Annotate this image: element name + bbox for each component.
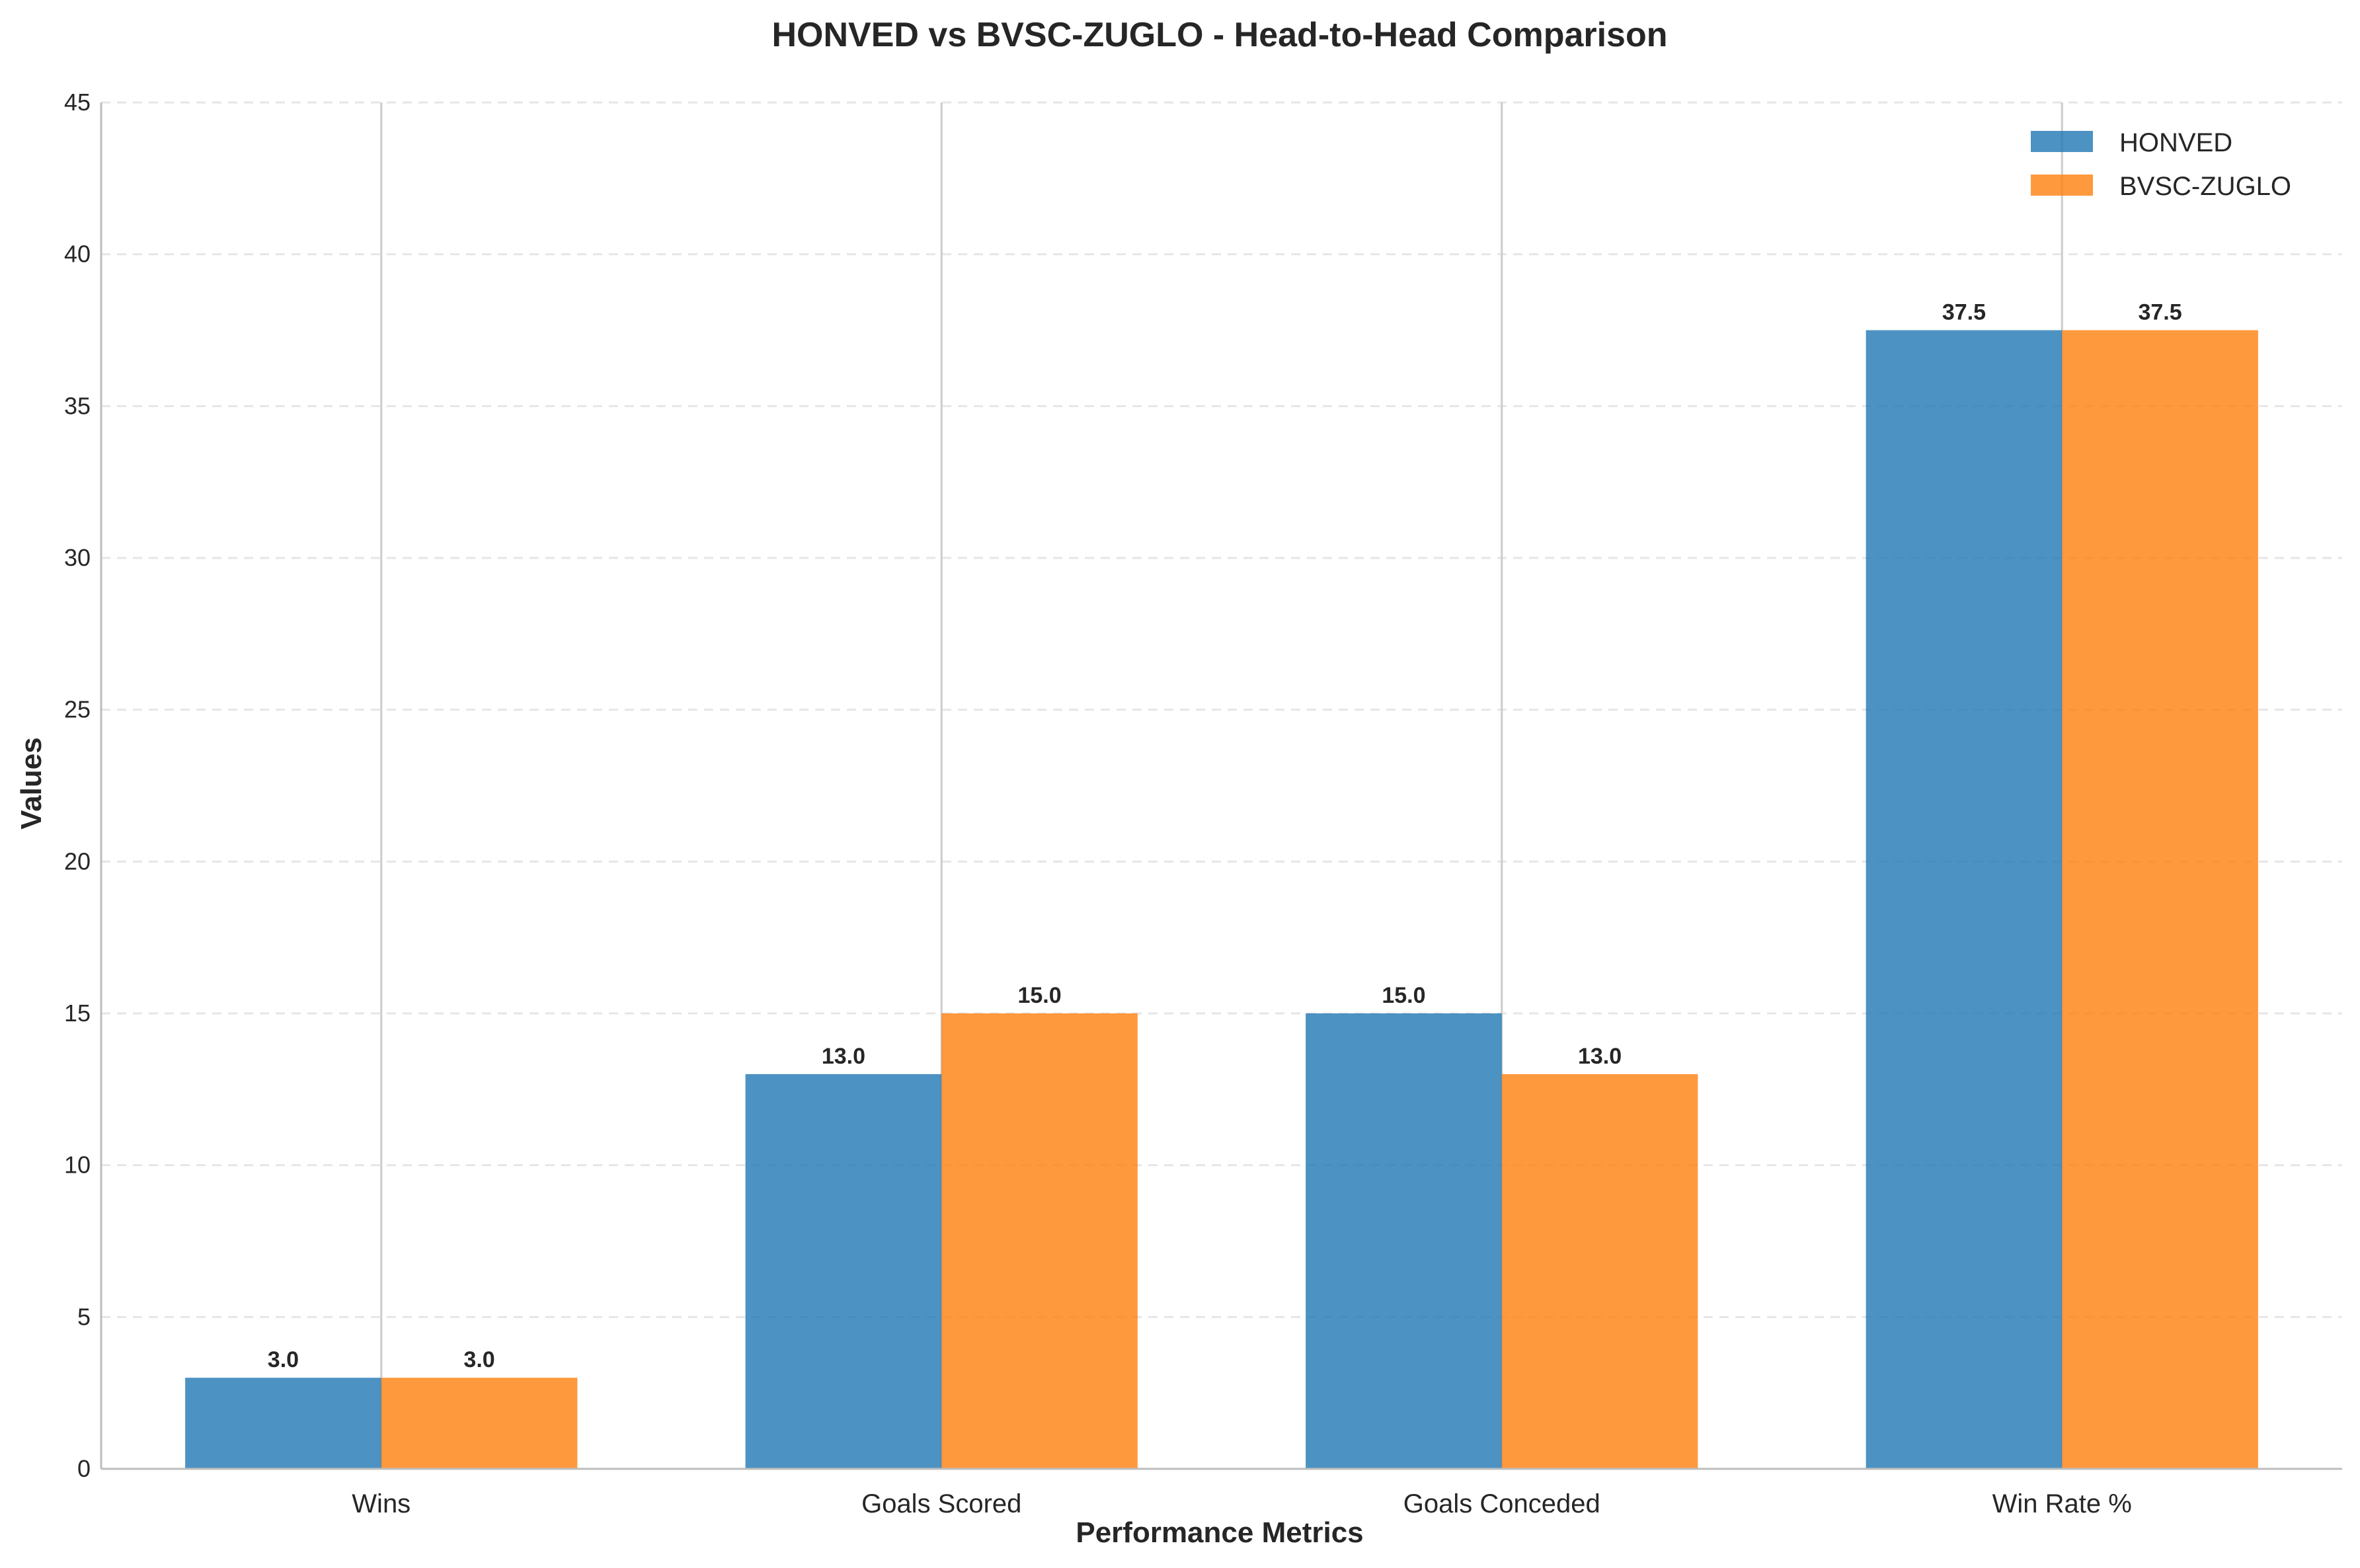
data-label: 13.0 <box>822 1044 865 1069</box>
y-axis-label: Values <box>15 737 48 829</box>
y-tick-label: 0 <box>77 1455 91 1482</box>
chart-title: HONVED vs BVSC-ZUGLO - Head-to-Head Comp… <box>771 16 1667 54</box>
bar <box>745 1074 942 1469</box>
legend-label-honved: HONVED <box>2119 128 2232 157</box>
legend-swatch-bvsc-zuglo <box>2031 175 2093 196</box>
y-tick-label: 25 <box>64 696 91 723</box>
legend-swatch-honved <box>2031 131 2093 152</box>
x-tick-label: Goals Conceded <box>1403 1489 1600 1518</box>
x-tick-label: Wins <box>352 1489 411 1518</box>
data-label: 37.5 <box>2138 300 2182 325</box>
data-label: 3.0 <box>463 1347 494 1372</box>
data-label: 37.5 <box>1942 300 1986 325</box>
bar <box>1501 1074 1698 1469</box>
data-labels: 3.0 13.0 15.0 37.5 3.0 15.0 13.0 37.5 <box>268 300 2182 1373</box>
x-tick-label: Goals Scored <box>861 1489 1021 1518</box>
y-tick-label: 30 <box>64 544 91 571</box>
data-label: 15.0 <box>1382 983 1425 1008</box>
data-label: 13.0 <box>1578 1044 1622 1069</box>
x-tick-labels: Wins Goals Scored Goals Conceded Win Rate % <box>352 1489 2132 1518</box>
bar <box>185 1378 381 1469</box>
x-tick-label: Win Rate % <box>1992 1489 2132 1518</box>
bars <box>185 330 2258 1469</box>
y-tick-label: 5 <box>77 1303 91 1330</box>
bar <box>381 1378 578 1469</box>
x-axis-label: Performance Metrics <box>1076 1516 1363 1549</box>
y-tick-labels: 0 5 10 15 20 25 30 35 40 45 <box>64 89 91 1482</box>
y-tick-label: 40 <box>64 241 91 268</box>
bar <box>941 1013 1138 1469</box>
legend: HONVED BVSC-ZUGLO <box>2031 128 2291 201</box>
axes <box>100 102 2342 1470</box>
y-tick-label: 45 <box>64 89 91 116</box>
bar <box>1306 1013 1502 1469</box>
data-label: 3.0 <box>268 1347 299 1372</box>
y-tick-label: 35 <box>64 392 91 419</box>
bar <box>2062 330 2258 1469</box>
y-tick-label: 10 <box>64 1152 91 1179</box>
y-tick-label: 20 <box>64 847 91 875</box>
bar <box>1866 330 2063 1469</box>
y-tick-label: 15 <box>64 1000 91 1027</box>
legend-label-bvsc-zuglo: BVSC-ZUGLO <box>2119 172 2291 201</box>
data-label: 15.0 <box>1017 983 1061 1008</box>
